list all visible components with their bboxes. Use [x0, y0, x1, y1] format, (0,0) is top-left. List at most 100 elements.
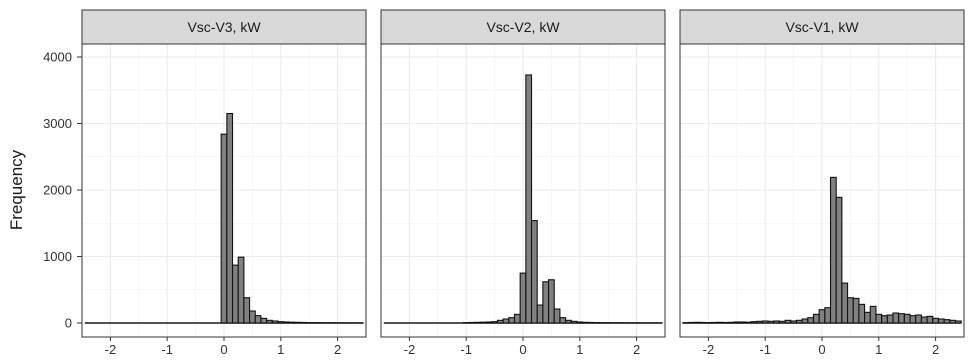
facet-strip [81, 9, 367, 45]
facet-panel-3: Vsc-V1, kW -2 -1 0 1 2 [679, 9, 965, 357]
histogram-bar [474, 321, 481, 324]
x-tick-label: 0 [220, 342, 227, 357]
histogram-bar [570, 320, 578, 324]
histogram-bar [266, 319, 273, 324]
histogram-bar [750, 321, 758, 324]
histogram-bar [761, 320, 769, 324]
histogram-bar [530, 220, 538, 324]
histogram-bar [841, 282, 849, 324]
x-tick-label: 0 [818, 342, 825, 357]
histogram-bar [943, 319, 951, 324]
histogram-bar [479, 321, 487, 324]
y-tick-label: 0 [65, 316, 72, 331]
histogram-bar [525, 74, 533, 324]
y-axis-label: Frequency [7, 149, 26, 230]
histogram-bar [699, 321, 707, 324]
histogram-bar [491, 321, 498, 324]
histogram-bar [773, 320, 780, 324]
x-tick-label: -1 [161, 342, 173, 357]
histogram-bar [937, 318, 945, 324]
histogram-bar [249, 310, 256, 324]
histogram-bar [898, 313, 905, 324]
histogram-bar [954, 320, 962, 324]
histogram-bar [508, 317, 516, 324]
histogram-bar [739, 321, 746, 324]
histogram-bar [582, 321, 589, 324]
histogram-bar [807, 317, 815, 324]
histogram-bar [502, 318, 510, 324]
histogram-bar [767, 320, 775, 324]
histogram-bar [790, 320, 797, 324]
histogram-bar [920, 316, 928, 324]
histogram-bar [519, 272, 527, 324]
histogram-bar [536, 304, 544, 324]
histogram-bar [513, 313, 521, 324]
histogram-bar [858, 303, 866, 324]
x-tick-label: -2 [404, 342, 416, 357]
histogram-bar [548, 279, 555, 324]
histogram-bar [565, 319, 572, 324]
histogram-bar [587, 321, 595, 324]
histogram-bar [852, 297, 860, 324]
histogram-bar [778, 320, 786, 324]
histogram-bar [892, 312, 900, 324]
x-tick-label: 0 [519, 342, 526, 357]
histogram-bar [231, 264, 239, 324]
histogram-bar [288, 321, 296, 324]
histogram-bar [260, 317, 268, 324]
histogram-bar [693, 321, 701, 324]
histogram-bar [795, 319, 803, 324]
x-tick-label: 2 [932, 342, 939, 357]
histogram-bar [716, 321, 724, 324]
histogram-bar [277, 321, 285, 324]
histogram-bar [915, 314, 922, 324]
histogram-bar [869, 305, 877, 324]
x-tick-label: 1 [875, 342, 882, 357]
x-tick-label: -2 [703, 342, 715, 357]
histogram-bar [744, 321, 752, 324]
histogram-bar [824, 307, 832, 324]
histogram-bar [909, 315, 917, 324]
histogram-bar [485, 321, 493, 324]
histogram-bar [875, 313, 883, 324]
facet-title: Vsc-V1, kW [785, 19, 859, 35]
histogram-bar [283, 321, 290, 324]
histogram-bar [784, 319, 792, 324]
histogram-bar [710, 321, 718, 324]
histogram-bar [553, 308, 561, 324]
histogram-bar [801, 318, 809, 324]
x-tick-label: 1 [576, 342, 583, 357]
histogram-bar [271, 320, 279, 324]
histogram-bar [847, 297, 854, 324]
histogram-bar [226, 112, 234, 324]
histogram-bar [926, 315, 934, 324]
histogram-bar [812, 313, 820, 324]
y-tick-label: 2000 [43, 183, 72, 198]
facet-title: Vsc-V3, kW [187, 19, 261, 35]
y-tick-label: 3000 [43, 116, 72, 131]
histogram-bar [727, 321, 735, 324]
histogram-bar [733, 321, 741, 324]
x-tick-label: -2 [105, 342, 117, 357]
histogram-bar [576, 321, 584, 324]
histogram-bar [903, 313, 911, 324]
histogram-bar [756, 320, 763, 324]
histogram-bar [932, 317, 939, 324]
histogram-bar [468, 321, 476, 324]
histogram-bar [294, 321, 302, 324]
histogram-bar [243, 297, 251, 324]
histogram-bar [496, 319, 504, 324]
histogram-bar [722, 321, 729, 324]
histogram-bar [818, 309, 826, 324]
x-tick-label: -1 [460, 342, 472, 357]
histogram-bar [542, 281, 550, 324]
y-tick-label: 1000 [43, 249, 72, 264]
x-tick-label: -1 [759, 342, 771, 357]
facet-panel-2: Vsc-V2, kW -2 -1 0 1 2 [380, 9, 666, 357]
histogram-bar [300, 321, 307, 324]
histogram-bar [886, 314, 894, 324]
histogram-bar [254, 315, 262, 324]
histogram-bar [559, 317, 567, 324]
x-tick-label: 2 [633, 342, 640, 357]
